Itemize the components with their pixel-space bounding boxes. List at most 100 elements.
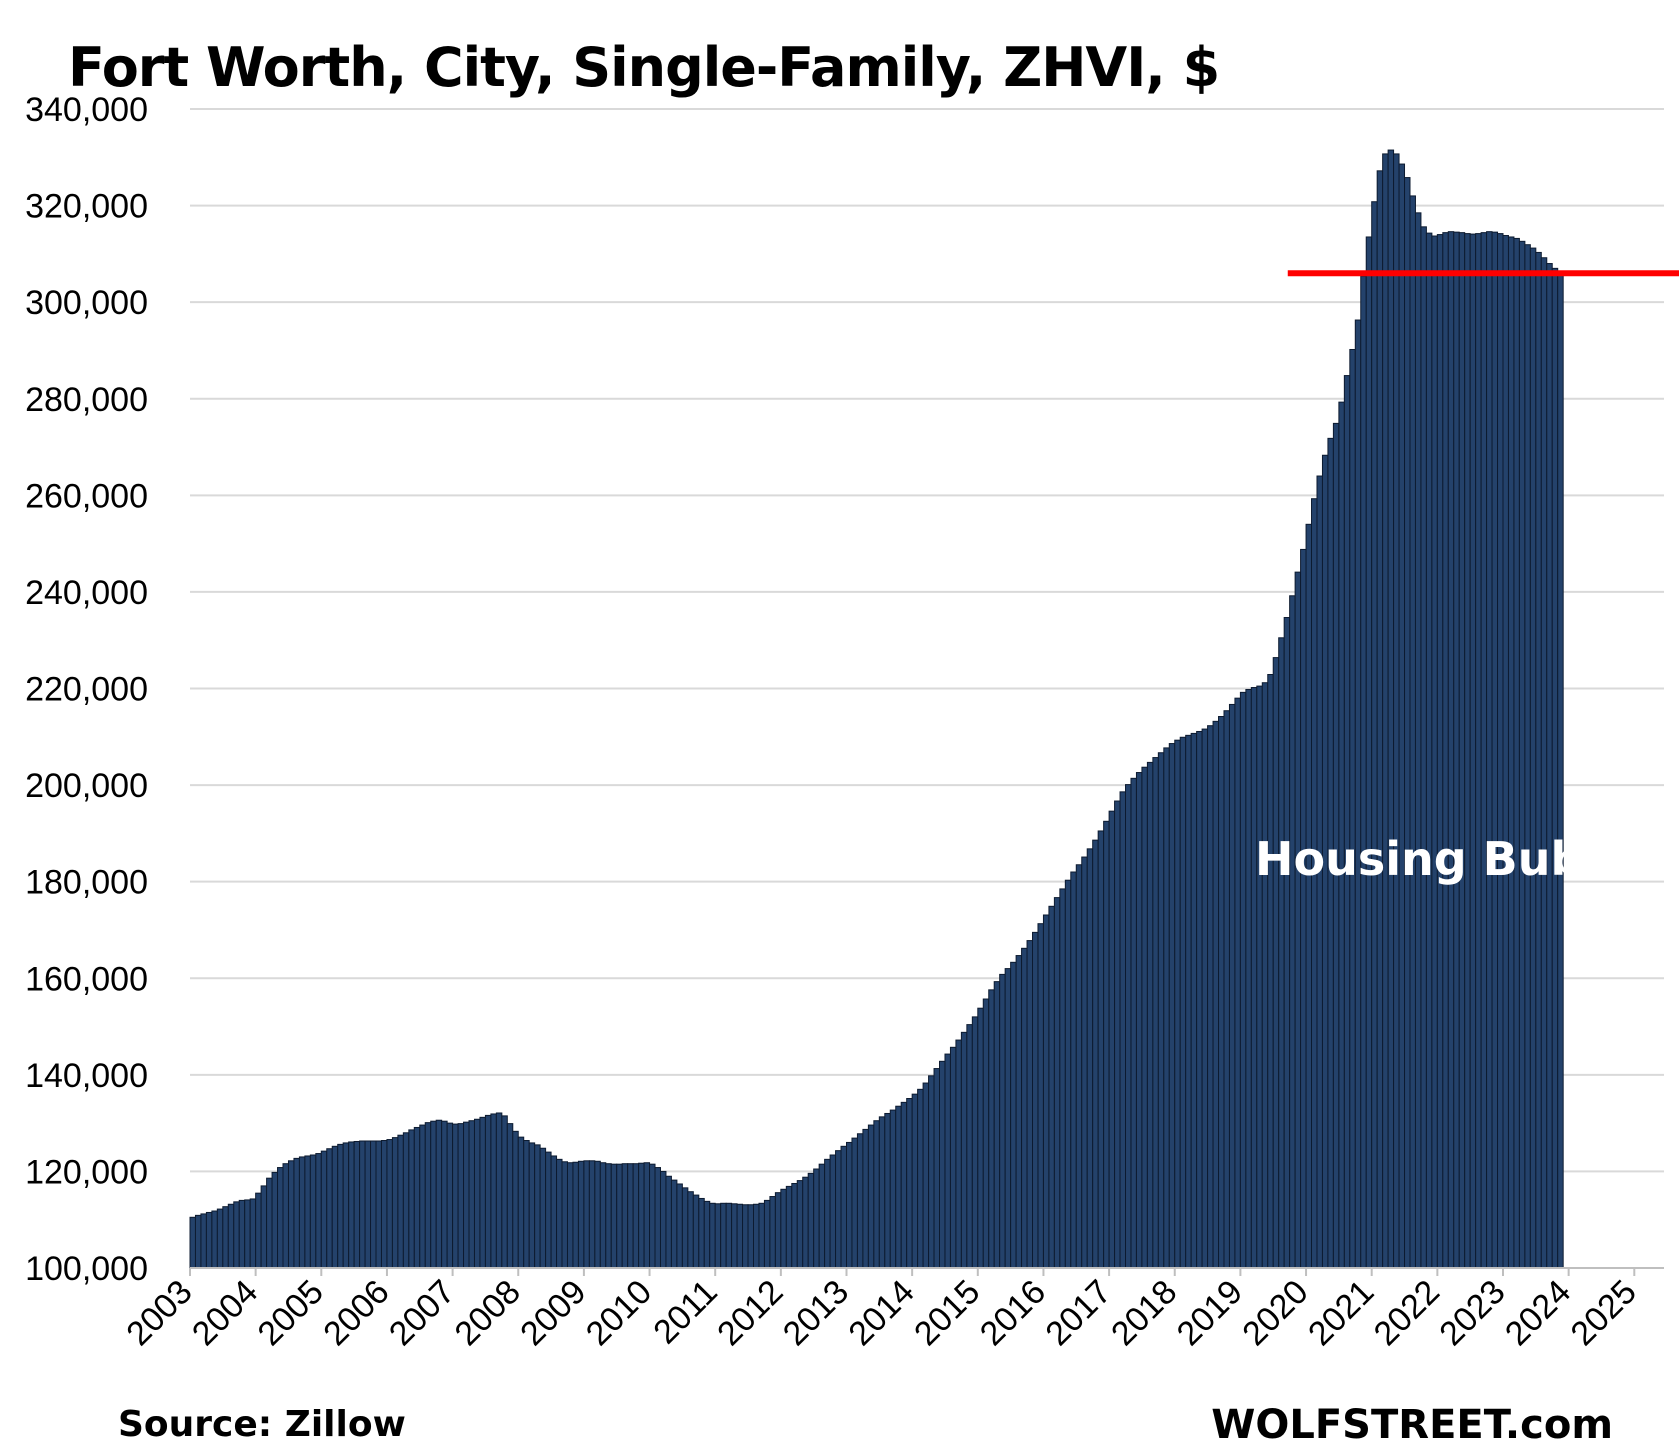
y-tick-label: 180,000 <box>25 864 148 902</box>
bar <box>846 1141 853 1269</box>
bar <box>939 1060 946 1269</box>
bar <box>774 1192 782 1269</box>
bar <box>1037 923 1044 1269</box>
bar <box>747 1204 755 1269</box>
bar <box>1097 830 1105 1269</box>
bar <box>1376 170 1384 1269</box>
bar <box>1502 235 1509 1269</box>
bar <box>452 1123 459 1269</box>
bar <box>1371 201 1378 1269</box>
x-tick-label: 2006 <box>316 1273 396 1353</box>
bar <box>692 1194 700 1269</box>
bar <box>353 1140 361 1269</box>
bar <box>446 1122 454 1269</box>
bar <box>1004 968 1012 1269</box>
bar <box>1513 237 1520 1269</box>
bar <box>1365 236 1373 1269</box>
bar <box>1207 725 1214 1269</box>
bar <box>287 1160 295 1269</box>
x-tick-label: 2009 <box>513 1273 593 1353</box>
y-tick-label: 280,000 <box>25 381 148 419</box>
bar <box>736 1203 744 1269</box>
bar <box>566 1162 574 1269</box>
bar <box>632 1163 640 1269</box>
bar <box>1480 232 1488 1269</box>
bar <box>714 1203 722 1269</box>
bar <box>993 981 1001 1269</box>
bar <box>479 1116 486 1269</box>
bar <box>1234 697 1241 1269</box>
bar <box>1021 947 1028 1269</box>
bar <box>1256 685 1263 1269</box>
bar <box>413 1126 421 1269</box>
bar <box>402 1132 410 1269</box>
bar <box>200 1213 207 1269</box>
bar <box>588 1160 596 1269</box>
bar <box>1064 879 1072 1269</box>
bar <box>1267 674 1274 1269</box>
x-tick-label: 2005 <box>251 1273 331 1353</box>
bar <box>1114 800 1121 1269</box>
bar <box>1245 688 1252 1269</box>
bar <box>621 1163 629 1269</box>
x-axis-labels: 2003200420052006200720082009201020112012… <box>119 1273 1644 1353</box>
bar <box>802 1176 809 1269</box>
x-tick-label: 2012 <box>710 1273 790 1353</box>
bar <box>971 1016 979 1269</box>
x-tick-label: 2025 <box>1564 1273 1644 1353</box>
bar <box>922 1082 930 1269</box>
bar <box>725 1202 733 1269</box>
bar <box>1146 761 1154 1269</box>
bar <box>1059 888 1066 1269</box>
bar <box>862 1128 869 1269</box>
x-tick-label: 2023 <box>1432 1273 1512 1353</box>
x-tick-label: 2011 <box>646 1273 725 1352</box>
bar <box>468 1120 475 1269</box>
bar <box>1201 728 1209 1269</box>
x-tick-label: 2016 <box>973 1273 1053 1353</box>
bar <box>255 1192 262 1269</box>
x-tick-label: 2015 <box>907 1273 987 1353</box>
bar <box>610 1163 618 1269</box>
bar <box>304 1155 311 1269</box>
bar <box>1475 233 1482 1269</box>
bar <box>320 1150 328 1269</box>
bar <box>1278 637 1285 1269</box>
bar <box>260 1185 268 1269</box>
bar <box>495 1112 503 1269</box>
bar <box>1447 231 1455 1269</box>
bar <box>835 1150 842 1269</box>
bar <box>391 1137 399 1269</box>
bar <box>1289 595 1296 1269</box>
y-tick-label: 300,000 <box>25 284 148 322</box>
bar <box>1409 195 1416 1269</box>
x-tick-label: 2013 <box>776 1273 856 1353</box>
bar <box>851 1137 858 1269</box>
bar <box>988 989 995 1269</box>
bar <box>911 1093 919 1269</box>
x-tick-label: 2010 <box>579 1273 659 1353</box>
y-tick-label: 320,000 <box>25 188 148 226</box>
bar <box>616 1163 623 1269</box>
bar <box>1349 348 1356 1269</box>
y-tick-label: 240,000 <box>25 574 148 612</box>
y-tick-label: 220,000 <box>25 671 148 709</box>
bar <box>463 1121 470 1269</box>
bar <box>999 973 1006 1269</box>
x-tick-label: 2019 <box>1170 1273 1250 1353</box>
bar <box>1168 743 1176 1269</box>
bar <box>1343 375 1351 1269</box>
bar <box>807 1172 815 1269</box>
bar <box>1305 523 1313 1269</box>
bar <box>873 1120 880 1269</box>
bar <box>222 1206 229 1269</box>
bar <box>654 1167 661 1269</box>
bar <box>1436 234 1444 1269</box>
bar <box>703 1200 711 1269</box>
bar <box>1518 240 1526 1269</box>
bar <box>1130 777 1137 1269</box>
bar <box>189 1216 196 1269</box>
bar <box>506 1123 514 1269</box>
bar <box>309 1154 317 1269</box>
